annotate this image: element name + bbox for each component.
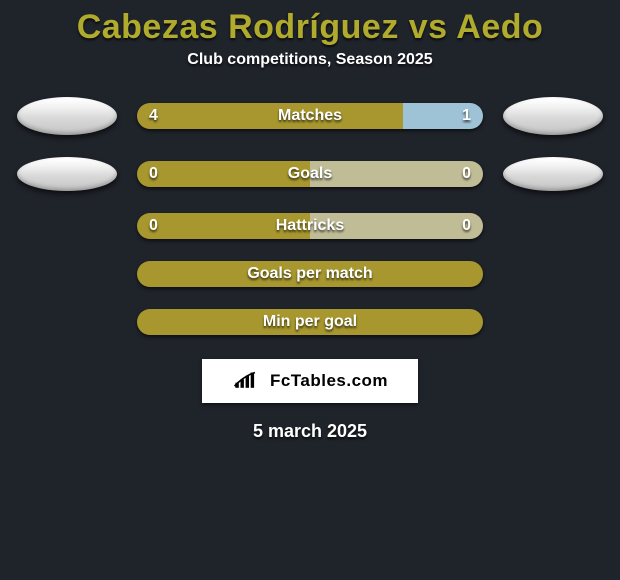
comparison-infographic: Cabezas Rodríguez vs Aedo Club competiti… [0, 0, 620, 580]
stat-bar-goals: 0 Goals 0 [137, 161, 483, 187]
stat-bar-right-seg [403, 103, 483, 129]
date-label: 5 march 2025 [0, 421, 620, 442]
player-left-photo-icon [17, 97, 117, 135]
barchart-icon [232, 370, 266, 392]
stat-row-matches: 4 Matches 1 [0, 97, 620, 135]
attribution-badge: FcTables.com [202, 359, 418, 403]
page-title: Cabezas Rodríguez vs Aedo [0, 8, 620, 47]
stat-rows: 4 Matches 1 0 Goals 0 0 [0, 97, 620, 335]
stat-bar-left-seg [137, 103, 403, 129]
player-right-photo-icon [503, 157, 603, 191]
stat-bar-left-seg [137, 213, 310, 239]
player-left-photo-icon [17, 157, 117, 191]
stat-bar-mpg: Min per goal [137, 309, 483, 335]
attribution-text: FcTables.com [270, 371, 388, 391]
stat-row-gpm: Goals per match [0, 261, 620, 287]
stat-bar-matches: 4 Matches 1 [137, 103, 483, 129]
stat-row-hattricks: 0 Hattricks 0 [0, 213, 620, 239]
stat-bar-left-seg [137, 261, 483, 287]
stat-bar-right-seg [310, 161, 483, 187]
page-subtitle: Club competitions, Season 2025 [0, 51, 620, 69]
player-right-photo-icon [503, 97, 603, 135]
stat-bar-left-seg [137, 309, 483, 335]
stat-row-mpg: Min per goal [0, 309, 620, 335]
stat-bar-hattricks: 0 Hattricks 0 [137, 213, 483, 239]
stat-bar-right-seg [310, 213, 483, 239]
stat-row-goals: 0 Goals 0 [0, 157, 620, 191]
stat-bar-left-seg [137, 161, 310, 187]
stat-bar-gpm: Goals per match [137, 261, 483, 287]
